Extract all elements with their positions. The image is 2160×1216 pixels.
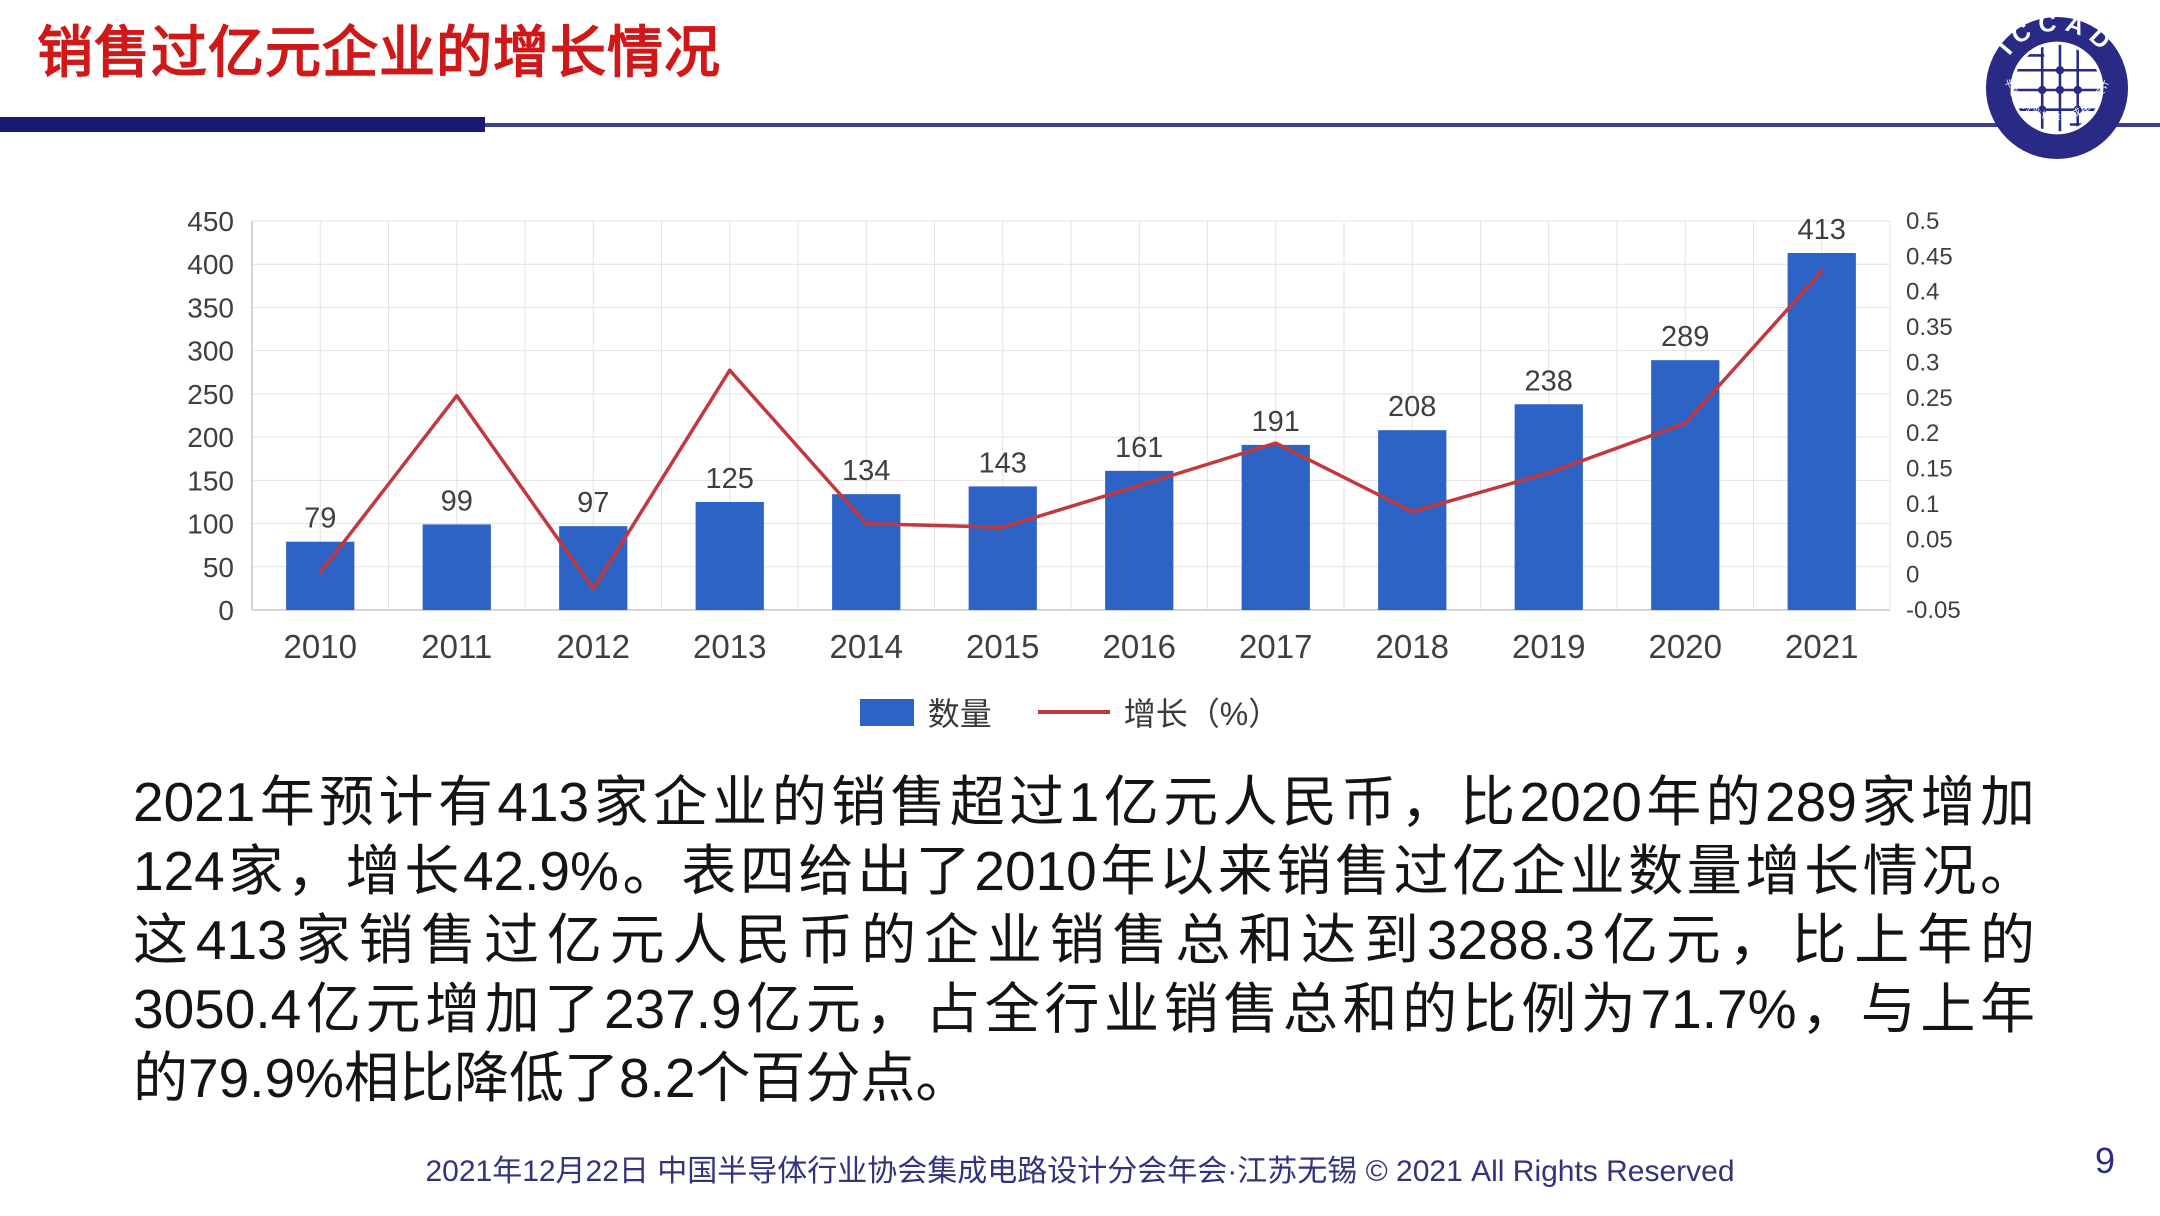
bar (1651, 360, 1720, 610)
bar-value-label: 161 (1115, 432, 1163, 464)
left-axis-tick: 450 (187, 206, 234, 237)
bar (286, 541, 355, 610)
left-axis-tick: 350 (187, 292, 234, 323)
footer-credit: 2021年12月22日 中国半导体行业协会集成电路设计分会年会·江苏无锡 © 2… (425, 1155, 1735, 1188)
growth-chart: 0 50 100 150 200 250 300 350 400 450 0.5 0.45 0.4 0.3… (150, 150, 1990, 710)
bar-value-label: 208 (1388, 391, 1436, 423)
body-line: 的79.9%相比降低了8.2个百分点。 (133, 1047, 971, 1109)
bar-value-label: 97 (577, 487, 609, 519)
growth-line (318, 269, 1824, 591)
right-axis-tick: 0.2 (1906, 420, 1939, 447)
bar-value-label: 289 (1661, 321, 1709, 353)
bar-value-label: 191 (1252, 406, 1300, 438)
bar (1241, 444, 1310, 610)
bar (1514, 404, 1583, 610)
page-title: 销售过亿元企业的增长情况 (37, 21, 721, 84)
bar-value-label: 413 (1798, 214, 1846, 246)
year-label: 2012 (557, 628, 630, 665)
right-axis-tick: 0.5 (1906, 208, 1939, 235)
year-label: 2016 (1103, 628, 1176, 665)
bar (832, 494, 901, 610)
legend-line-label: 增长（%） (1123, 696, 1281, 732)
line-series-swatch-icon (1037, 710, 1110, 714)
year-label: 2010 (284, 628, 357, 665)
year-label: 2014 (830, 628, 903, 665)
right-axis-tick: 0.1 (1906, 491, 1939, 518)
right-axis-tick: -0.05 (1906, 597, 1961, 624)
bar (968, 486, 1037, 610)
left-axis-tick: 200 (187, 422, 234, 453)
body-line: 2021年预计有413家企业的销售超过1亿元人民币，比2020年的289家增加 (133, 771, 2035, 833)
right-axis-tick: 0.3 (1906, 349, 1939, 376)
bar-value-label: 238 (1525, 365, 1573, 397)
bar-series-swatch-icon (859, 698, 914, 726)
bar-value-label: 79 (304, 503, 336, 535)
right-axis-tick: 0.35 (1906, 314, 1953, 341)
bar (559, 526, 628, 610)
year-label: 2017 (1239, 628, 1312, 665)
title-divider-line (485, 123, 2160, 127)
bar-value-label: 125 (706, 463, 754, 495)
body-line: 124家，增长42.9%。表四给出了2010年以来销售过亿企业数量增长情况。 (133, 840, 2035, 902)
left-axis-tick: 0 (218, 595, 234, 626)
chart-legend: 数量 增长（%） (150, 690, 1990, 734)
right-axis-tick: 0.15 (1906, 456, 1953, 483)
left-axis-tick: 300 (187, 336, 234, 367)
bar-value-label: 99 (441, 485, 473, 517)
year-label: 2013 (693, 628, 766, 665)
bar (1787, 252, 1856, 610)
year-label: 2019 (1512, 628, 1585, 665)
right-axis-tick: 0 (1906, 562, 1919, 589)
bar (1378, 430, 1447, 610)
bar-value-label: 134 (842, 455, 890, 487)
left-axis-tick: 100 (187, 509, 234, 540)
right-axis-tick: 0.05 (1906, 526, 1953, 553)
year-label: 2011 (421, 628, 492, 665)
right-axis-tick: 0.4 (1906, 279, 1939, 306)
body-line: 3050.4亿元增加了237.9亿元，占全行业销售总和的比例为71.7%，与上年 (133, 978, 2035, 1040)
left-axis-tick: 50 (203, 552, 234, 583)
year-label: 2015 (966, 628, 1039, 665)
right-axis-tick: 0.45 (1906, 243, 1953, 270)
title-divider-bar (0, 117, 485, 132)
bar-value-label: 143 (979, 447, 1027, 479)
legend-bar-label: 数量 (927, 696, 992, 732)
bar (422, 524, 491, 610)
year-label: 2020 (1649, 628, 1722, 665)
right-axis-tick: 0.25 (1906, 385, 1953, 412)
iccad-logo: ICCAD 中国半导体行业协会集成电路设计分会 (1983, 14, 2129, 160)
year-label: 2021 (1785, 628, 1858, 665)
year-label: 2018 (1376, 628, 1449, 665)
left-axis-tick: 150 (187, 465, 234, 496)
bar (695, 501, 764, 610)
page-number: 9 (2094, 1140, 2116, 1181)
left-axis-tick: 250 (187, 379, 234, 410)
body-line: 这413家销售过亿元人民币的企业销售总和达到3288.3亿元，比上年的 (133, 909, 2035, 971)
body-paragraph: 2021年预计有413家企业的销售超过1亿元人民币，比2020年的289家增加 … (133, 768, 2035, 1113)
left-axis-tick: 400 (187, 249, 234, 280)
